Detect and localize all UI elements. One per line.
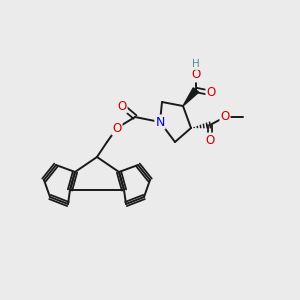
Text: O: O <box>191 68 201 82</box>
Text: O: O <box>112 122 122 134</box>
Text: O: O <box>220 110 230 124</box>
Polygon shape <box>183 88 199 106</box>
Text: O: O <box>117 100 127 112</box>
Text: O: O <box>206 86 216 100</box>
Text: H: H <box>192 59 200 69</box>
Text: N: N <box>155 116 165 128</box>
Text: O: O <box>206 134 214 146</box>
